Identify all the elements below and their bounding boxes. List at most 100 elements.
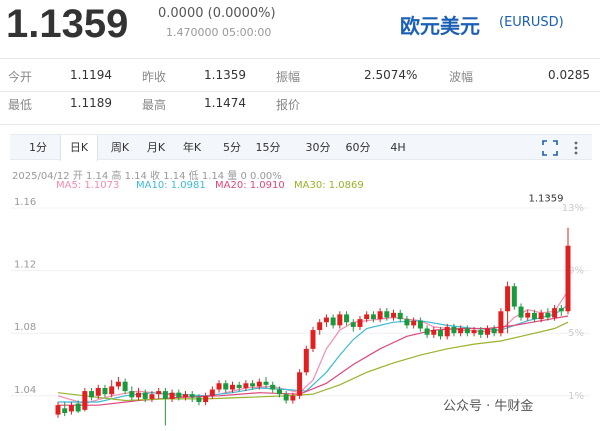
candle-body xyxy=(350,322,356,327)
candle-body xyxy=(223,383,229,390)
y-tick-label: 1.16 xyxy=(14,197,36,208)
candle-body xyxy=(451,326,457,334)
candle-body xyxy=(115,381,121,387)
stat-label-range: 波幅 xyxy=(449,70,474,84)
tab-monthly-k[interactable]: 月K xyxy=(146,141,166,154)
stat-value-low: 1.1189 xyxy=(70,96,112,110)
candle-body xyxy=(538,312,544,320)
candle-body xyxy=(136,392,142,398)
instrument-name: 欧元美元 xyxy=(400,14,480,38)
candle-body xyxy=(484,328,490,335)
candle-body xyxy=(505,286,511,312)
fullscreen-icon[interactable] xyxy=(542,140,558,156)
candle-body xyxy=(397,312,403,320)
candle-body xyxy=(471,330,477,334)
more-icon[interactable] xyxy=(568,140,584,156)
candle-body xyxy=(209,389,215,396)
tab-15min[interactable]: 15分 xyxy=(255,141,281,154)
candle-body xyxy=(250,383,256,387)
tab-30min[interactable]: 30分 xyxy=(305,141,331,154)
candle-body xyxy=(229,384,235,390)
candle-body xyxy=(417,320,423,329)
ma-line-ma10 xyxy=(58,304,569,403)
period-tabs: 1分 日K 周K 月K 年K 5分 15分 30分 60分 4H xyxy=(10,134,592,161)
pct-tick-label: 1% xyxy=(568,391,584,402)
candle-body xyxy=(129,391,135,398)
candle-body xyxy=(142,392,148,399)
tab-4h[interactable]: 4H xyxy=(390,141,406,154)
candle-body xyxy=(370,314,376,320)
candle-info: 2025/04/12 开 1.14 高 1.14 收 1.14 低 1.14 量… xyxy=(12,171,282,182)
candle-body xyxy=(156,391,162,395)
tab-daily-k[interactable]: 日K xyxy=(60,135,98,161)
divider xyxy=(0,124,600,125)
watermark: 公众号 · 牛财金 xyxy=(443,399,534,414)
candle-body xyxy=(203,395,209,403)
candle-body xyxy=(183,394,188,398)
divider xyxy=(0,58,600,59)
ma-line-ma30 xyxy=(57,321,569,402)
candle-body xyxy=(552,308,558,318)
tab-1min[interactable]: 1分 xyxy=(29,141,47,154)
candle-body xyxy=(75,403,81,412)
candle-body xyxy=(511,286,517,307)
candle-body xyxy=(236,384,242,388)
candle-body xyxy=(297,372,303,396)
candle-body xyxy=(364,314,370,320)
pct-tick-label: 13% xyxy=(562,203,584,214)
stat-label-amplitude: 振幅 xyxy=(276,70,301,84)
candle-body xyxy=(431,330,437,335)
candle-body xyxy=(491,328,497,334)
legend-ma20: MA20: 1.0910 xyxy=(215,180,285,191)
candle-body xyxy=(102,387,108,395)
tab-yearly-k[interactable]: 年K xyxy=(182,141,202,154)
candle-body xyxy=(216,383,222,390)
stat-label-quote: 报价 xyxy=(276,98,301,112)
candle-body xyxy=(283,394,289,401)
price-change: 0.0000 (0.0000%) xyxy=(158,6,276,21)
quote-header: 1.1359 0.0000 (0.0000%) 1.470000 05:00:0… xyxy=(0,0,600,50)
candle-body xyxy=(310,330,316,349)
last-price: 1.1359 xyxy=(6,2,129,46)
candle-body xyxy=(344,314,350,323)
candle-body xyxy=(256,381,262,387)
candle-body xyxy=(176,392,182,398)
stat-value-open: 1.1194 xyxy=(70,68,112,82)
candle-body xyxy=(68,405,74,412)
stat-label-low: 最低 xyxy=(8,98,33,112)
candle-body xyxy=(317,322,323,331)
candle-body xyxy=(62,408,68,414)
pct-tick-label: 5% xyxy=(568,328,584,339)
tab-weekly-k[interactable]: 周K xyxy=(110,141,130,154)
legend-ma5: MA5: 1.1073 xyxy=(56,180,120,191)
y-tick-label: 1.04 xyxy=(14,385,36,396)
tab-60min[interactable]: 60分 xyxy=(345,141,371,154)
candle-body xyxy=(149,394,155,399)
candle-body xyxy=(303,348,309,373)
candle-body xyxy=(384,311,390,318)
candle-body xyxy=(404,319,410,326)
candle-body xyxy=(458,328,464,334)
candle-body xyxy=(162,391,168,399)
candle-body xyxy=(525,312,531,318)
candle-body xyxy=(270,384,276,390)
quote-stats: 今开 1.1194 昨收 1.1359 振幅 2.5074% 波幅 0.0285… xyxy=(0,58,600,125)
stat-label-high: 最高 xyxy=(142,98,167,112)
candle-body xyxy=(89,391,95,398)
y-tick-label: 1.12 xyxy=(14,260,36,271)
candle-body xyxy=(189,394,195,398)
candle-body xyxy=(95,387,101,396)
candle-body xyxy=(196,397,202,403)
candle-body xyxy=(323,317,329,323)
stat-label-prev-close: 昨收 xyxy=(142,70,167,84)
candle-body xyxy=(357,319,363,327)
candle-body xyxy=(464,328,470,334)
candle-body xyxy=(330,317,336,326)
tab-5min[interactable]: 5分 xyxy=(223,141,241,154)
stat-value-amplitude: 2.5074% xyxy=(364,68,418,82)
candle-body xyxy=(169,392,175,399)
stat-value-range: 0.0285 xyxy=(548,68,590,82)
candle-body xyxy=(55,405,61,415)
candle-body xyxy=(391,312,397,318)
